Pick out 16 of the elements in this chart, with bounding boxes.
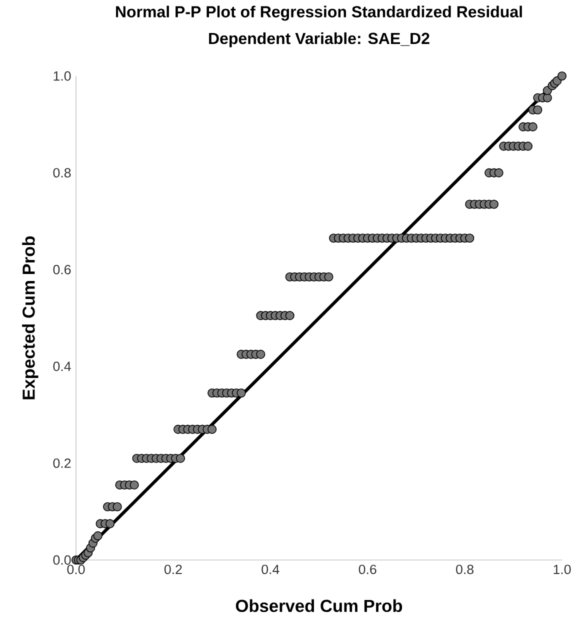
y-tick-label: 0.8 xyxy=(53,168,71,178)
y-tick-label: 0.0 xyxy=(53,555,71,565)
x-tick-label: 1.0 xyxy=(554,564,571,574)
chart-subtitle: Dependent Variable: SAE_D2 xyxy=(209,32,430,48)
y-tick-label: 0.6 xyxy=(53,264,71,274)
y-tick-label: 0.4 xyxy=(53,362,71,372)
x-tick-label: 0.0 xyxy=(67,564,85,574)
y-tick-label: 1.0 xyxy=(54,71,71,81)
x-axis-title: Observed Cum Prob xyxy=(236,599,402,612)
y-tick-label: 0.2 xyxy=(53,458,71,468)
x-tick-label: 0.2 xyxy=(164,564,182,574)
y-axis-title: Expected Cum Prob xyxy=(22,236,38,400)
x-tick-label: 0.8 xyxy=(456,564,474,574)
chart-title: Normal P-P Plot of Regression Standardized Residual xyxy=(116,6,522,21)
x-tick-label: 0.6 xyxy=(358,564,376,574)
x-tick-label: 0.4 xyxy=(262,564,280,574)
